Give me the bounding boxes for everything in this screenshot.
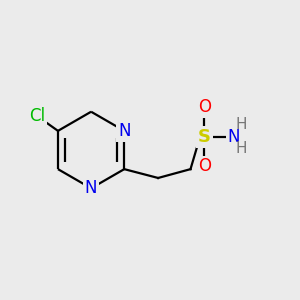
Text: H: H — [236, 118, 247, 133]
Text: O: O — [198, 157, 211, 175]
Text: O: O — [198, 98, 211, 116]
Text: N: N — [118, 122, 130, 140]
Text: H: H — [236, 141, 247, 156]
Text: Cl: Cl — [29, 107, 45, 125]
Text: N: N — [228, 128, 240, 146]
Text: S: S — [198, 128, 211, 146]
Text: N: N — [85, 179, 98, 197]
